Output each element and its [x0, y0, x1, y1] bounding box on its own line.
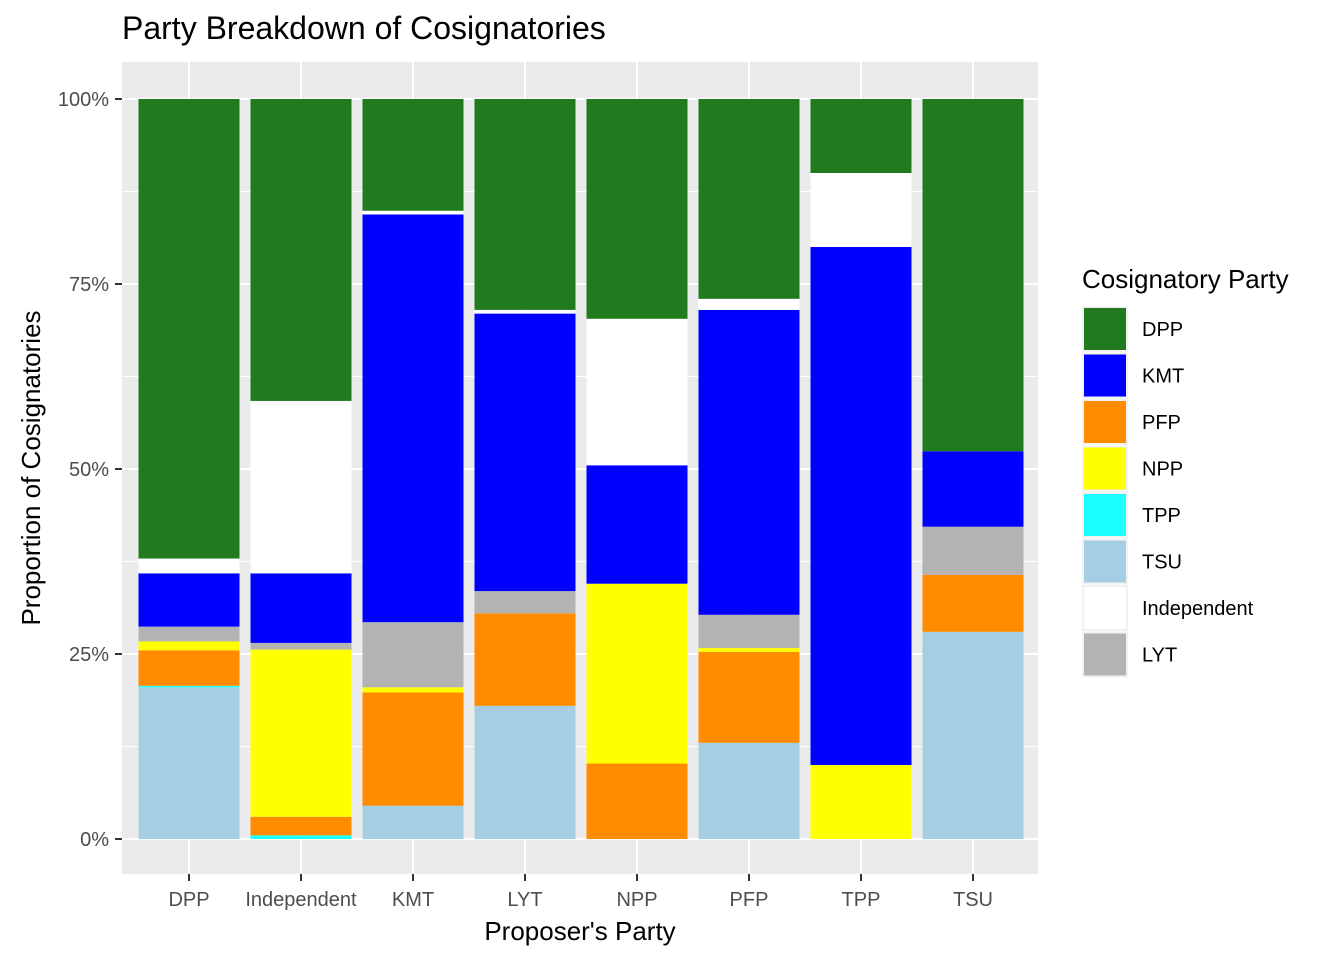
- bar-segment-pfp-kmt: [698, 309, 800, 615]
- bar-segment-dpp-tpp: [138, 685, 240, 688]
- legend-swatch-kmt: [1084, 354, 1126, 397]
- legend-label-independent: Independent: [1142, 598, 1254, 620]
- bar-segment-independent-npp: [250, 649, 352, 817]
- bar-segment-pfp-npp: [698, 648, 800, 652]
- bar-segment-pfp-independent: [698, 298, 800, 310]
- bar-segment-kmt-independent: [362, 210, 464, 215]
- bar-segment-independent-dpp: [250, 99, 352, 401]
- bar-segment-kmt-lyt: [362, 622, 464, 688]
- y-tick-label: 50%: [69, 459, 109, 481]
- y-tick-label: 0%: [80, 829, 109, 851]
- y-tick-label: 25%: [69, 644, 109, 666]
- bar-segment-dpp-independent: [138, 558, 240, 574]
- bar-segment-dpp-dpp: [138, 99, 240, 559]
- bar-segment-kmt-pfp: [362, 692, 464, 806]
- bar-segment-kmt-tsu: [362, 805, 464, 839]
- x-tick-label-dpp: DPP: [168, 889, 209, 911]
- x-axis: DPP Independent KMT LYT NPP PFP TPP TSU: [168, 874, 993, 911]
- legend-label-lyt: LYT: [1142, 645, 1177, 667]
- legend-swatch-tsu: [1084, 540, 1126, 583]
- x-tick-label-tsu: TSU: [953, 889, 993, 911]
- bar-segment-kmt-dpp: [362, 99, 464, 211]
- x-tick-label-pfp: PFP: [730, 889, 769, 911]
- bar-segment-dpp-kmt: [138, 573, 240, 627]
- bar-segment-tsu-lyt: [922, 526, 1024, 575]
- bar-segment-lyt-kmt: [474, 313, 576, 592]
- legend-label-tsu: TSU: [1142, 552, 1182, 574]
- bar-segment-independent-kmt: [250, 573, 352, 643]
- bar-segment-tsu-pfp: [922, 574, 1024, 632]
- legend-swatch-dpp: [1084, 308, 1126, 350]
- bar-segment-independent-lyt: [250, 642, 352, 650]
- bar-segment-tsu-kmt: [922, 451, 1024, 527]
- bar-segment-tpp-kmt: [810, 247, 912, 765]
- bar-segment-independent-pfp: [250, 816, 352, 836]
- bar-segment-lyt-tsu: [474, 705, 576, 839]
- bar-segment-independent-tpp: [250, 835, 352, 839]
- x-tick-label-kmt: KMT: [392, 889, 434, 911]
- bar-segment-dpp-npp: [138, 641, 240, 651]
- bar-segment-dpp-pfp: [138, 650, 240, 686]
- bar-segment-kmt-npp: [362, 687, 464, 693]
- legend-swatch-npp: [1084, 447, 1126, 490]
- bar-segment-independent-independent: [250, 400, 352, 574]
- bar-segment-pfp-tsu: [698, 742, 800, 839]
- bar-segment-npp-independent: [586, 318, 688, 466]
- bar-segment-npp-kmt: [586, 465, 688, 584]
- bar-segment-lyt-pfp: [474, 613, 576, 706]
- legend-swatch-pfp: [1084, 401, 1126, 443]
- bar-segment-kmt-kmt: [362, 214, 464, 623]
- y-axis-title: Proportion of Cosignatories: [16, 310, 46, 625]
- x-tick-label-lyt: LYT: [507, 889, 542, 911]
- bar-segment-npp-dpp: [586, 99, 688, 319]
- x-tick-label-independent: Independent: [245, 889, 357, 911]
- bar-segment-lyt-independent: [474, 309, 576, 314]
- bar-segment-lyt-dpp: [474, 99, 576, 310]
- bar-segment-lyt-lyt: [474, 591, 576, 614]
- x-tick-label-tpp: TPP: [842, 889, 881, 911]
- bar-segment-npp-npp: [586, 583, 688, 764]
- chart-title: Party Breakdown of Cosignatories: [122, 10, 606, 46]
- bar-segment-pfp-lyt: [698, 614, 800, 649]
- bar-segment-dpp-tsu: [138, 687, 240, 839]
- legend-label-npp: NPP: [1142, 459, 1183, 481]
- bar-segment-tpp-dpp: [810, 99, 912, 173]
- legend: Cosignatory Party DPP KMT PFP NPP TPP TSU Inde…: [1082, 264, 1289, 678]
- legend-label-tpp: TPP: [1142, 505, 1181, 527]
- legend-swatch-independent: [1084, 587, 1126, 629]
- legend-swatch-lyt: [1084, 633, 1126, 676]
- bars: [138, 99, 1024, 839]
- bar-segment-tsu-tsu: [922, 631, 1024, 839]
- bar-segment-pfp-dpp: [698, 99, 800, 299]
- bar-segment-dpp-lyt: [138, 626, 240, 642]
- legend-label-kmt: KMT: [1142, 366, 1184, 388]
- x-tick-label-npp: NPP: [616, 889, 657, 911]
- y-axis: 0% 25% 50% 75% 100%: [58, 89, 122, 851]
- bar-segment-tpp-npp: [810, 765, 912, 839]
- bar-segment-tsu-dpp: [922, 99, 1024, 452]
- legend-label-dpp: DPP: [1142, 319, 1183, 341]
- legend-label-pfp: PFP: [1142, 412, 1181, 434]
- legend-swatch-tpp: [1084, 494, 1126, 536]
- legend-title: Cosignatory Party: [1082, 264, 1289, 294]
- bar-segment-tpp-independent: [810, 173, 912, 247]
- x-axis-title: Proposer's Party: [484, 916, 675, 946]
- bar-segment-npp-pfp: [586, 763, 688, 839]
- bar-segment-pfp-pfp: [698, 651, 800, 743]
- y-tick-label: 100%: [58, 89, 109, 111]
- y-tick-label: 75%: [69, 274, 109, 296]
